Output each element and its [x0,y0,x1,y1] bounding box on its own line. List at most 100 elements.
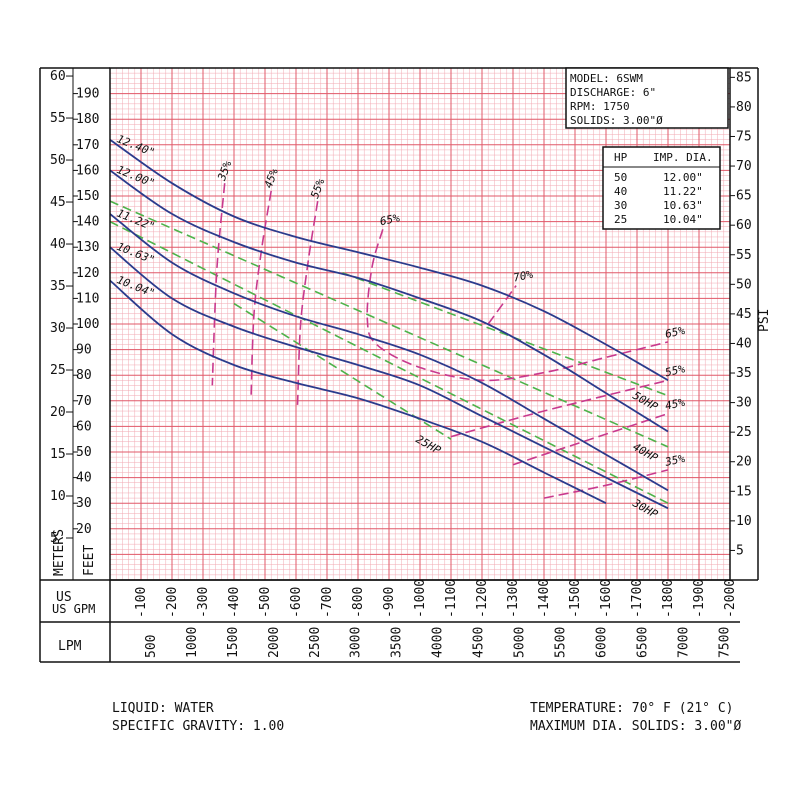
meters-tick-label: 60 [50,69,66,84]
model-line: MODEL: 6SWM [570,72,643,85]
gpm-tick-label: -100 [134,587,149,618]
meters-tick-label: 40 [50,237,66,252]
meters-tick-label: 15 [50,447,66,462]
hp-table-cell: 12.00" [663,171,703,184]
efficiency-curve-label: 35% [215,159,234,183]
hp-table-cell: 50 [614,171,627,184]
impeller-curve-label: 12.00" [115,163,157,190]
meters-tick-label: 55 [50,111,66,126]
psi-tick-label: 35 [736,366,752,381]
gpm-tick-label: -600 [289,587,304,618]
gpm-tick-label: -500 [258,587,273,618]
rpm-line: RPM: 1750 [570,100,630,113]
psi-tick-label: 10 [736,514,752,529]
lpm-axis-label: LPM [58,639,82,654]
psi-tick-label: 55 [736,248,752,263]
efficiency-curves: 35% 45% 55% 65% 70% 65% 55% 45% 35% [211,159,687,499]
impeller-curve-label: 11.22" [115,207,157,234]
psi-tick-label: 25 [736,425,752,440]
model-info-box: MODEL: 6SWM DISCHARGE: 6" RPM: 1750 SOLI… [565,67,729,129]
temperature-label: TEMPERATURE: 70° F (21° C) [530,701,734,716]
gpm-tick-label: -1200 [475,579,490,618]
usgpm-axis-label: US GPM [52,602,95,616]
psi-tick-label: 5 [736,543,744,558]
feet-tick-label: 110 [76,291,99,306]
gpm-tick-label: -1900 [692,579,707,618]
efficiency-curve-line [366,229,669,382]
psi-tick-label: 30 [736,396,752,411]
feet-tick-label: 160 [76,163,99,178]
feet-tick-label: 180 [76,112,99,127]
impeller-curve-line [109,213,669,492]
meters-tick-label: 10 [50,489,66,504]
lpm-tick-label: 3500 [390,627,405,658]
hp-table-cell: 30 [614,199,627,212]
impeller-curve-line [109,279,607,505]
efficiency-curve-label: 35% [663,452,686,469]
efficiency-curve-line [250,190,272,396]
meters-axis-label: METERS [52,529,67,576]
impeller-curve-label: 12.40" [115,132,157,159]
gpm-tick-label: -400 [227,587,242,618]
psi-tick-label: 70 [736,159,752,174]
lpm-tick-label: 5000 [513,627,528,658]
liquid-label: LIQUID: WATER [112,701,214,716]
feet-tick-label: 60 [76,419,92,434]
impeller-curve-label: 10.04" [115,273,157,300]
lpm-tick-label: 7500 [717,627,732,658]
hp-table-header-hp: HP [614,151,628,164]
feet-tick-label: 100 [76,317,99,332]
psi-tick-label: 40 [736,336,752,351]
lpm-tick-label: 1000 [185,627,200,658]
gpm-tick-label: -1100 [444,579,459,618]
feet-axis-label: FEET [82,545,97,576]
feet-tick-label: 70 [76,394,92,409]
feet-tick-label: 170 [76,138,99,153]
tick-labels: 190 180 170 160 150 140 130 120 110 100 90 80 70 60 50… [50,69,752,658]
hp-line [109,200,669,448]
psi-tick-label: 20 [736,455,752,470]
meters-tick-label: 25 [50,363,66,378]
gravity-label: SPECIFIC GRAVITY: 1.00 [112,719,284,734]
psi-tick-label: 85 [736,70,752,85]
lpm-tick-label: 7000 [676,627,691,658]
efficiency-curve-line [543,469,669,499]
gpm-tick-label: -900 [382,587,397,618]
lpm-tick-label: 1500 [226,627,241,658]
efficiency-curve-label: 65% [379,211,402,228]
gpm-tick-label: -1400 [537,579,552,618]
feet-tick-label: 130 [76,240,99,255]
gpm-tick-label: -800 [351,587,366,618]
lpm-tick-label: 2000 [267,627,282,658]
efficiency-curve-label: 70% [512,268,535,285]
psi-tick-label: 65 [736,189,752,204]
feet-tick-label: 150 [76,189,99,204]
impeller-curve-line [109,169,669,433]
efficiency-curve-label: 45% [262,166,281,189]
hp-line [342,272,669,397]
meters-tick-label: 5 [50,531,58,546]
efficiency-curve-line [296,200,319,406]
gpm-tick-label: -1500 [568,579,583,618]
feet-tick-label: 190 [76,87,99,102]
efficiency-curve-label: 55% [308,177,327,200]
usgpm-axis-label-us: US [56,590,72,605]
feet-tick-label: 140 [76,215,99,230]
gpm-tick-label: -1600 [599,579,614,618]
grid-layer [109,67,731,581]
impeller-curve-label: 10.63" [115,240,157,267]
hp-table-cell: 10.04" [663,213,703,226]
psi-tick-label: 75 [736,129,752,144]
gpm-tick-label: -200 [165,587,180,618]
feet-tick-label: 80 [76,368,92,383]
efficiency-curve-label: 55% [664,362,687,379]
hp-table-cell: 25 [614,213,627,226]
psi-tick-label: 60 [736,218,752,233]
hp-table: HP IMP. DIA. 50 12.00" 40 11.22" 30 10.6… [602,146,721,230]
efficiency-curve-label: 45% [664,396,687,413]
hp-table-cell: 10.63" [663,199,703,212]
psi-tick-label: 45 [736,307,752,322]
lpm-tick-label: 500 [144,635,159,658]
psi-tick-label: 80 [736,100,752,115]
